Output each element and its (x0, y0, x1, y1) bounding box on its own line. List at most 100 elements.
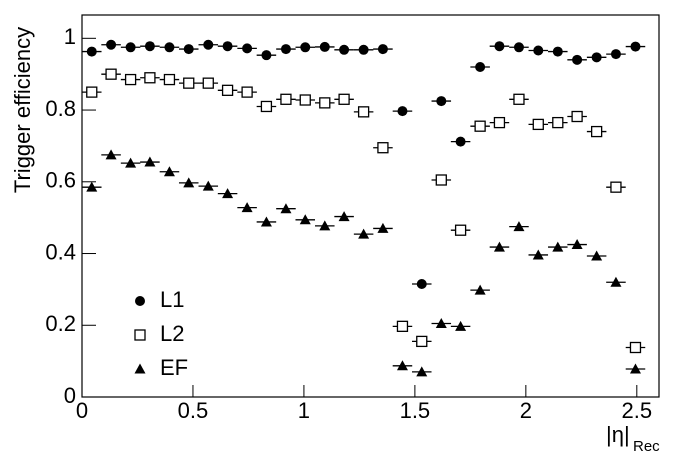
marker (455, 320, 467, 331)
marker (105, 68, 117, 80)
marker (610, 276, 622, 287)
marker (260, 100, 273, 113)
marker (106, 39, 117, 50)
marker (397, 106, 408, 117)
marker (124, 73, 137, 86)
marker (475, 62, 486, 73)
marker (164, 42, 175, 53)
marker (86, 181, 98, 192)
marker (416, 366, 428, 377)
legend-marker (135, 296, 145, 306)
x-tick-label: 0 (76, 398, 88, 423)
marker (435, 317, 447, 328)
marker (474, 120, 486, 132)
y-tick-label: 0.6 (45, 168, 76, 193)
marker (591, 250, 603, 261)
marker (144, 156, 156, 167)
marker (552, 116, 564, 129)
marker (552, 241, 564, 252)
y-tick-label: 0.4 (45, 239, 76, 264)
legend-label: L2 (160, 321, 184, 346)
marker (629, 363, 641, 374)
x-tick-label: 0.5 (178, 398, 209, 423)
marker (377, 44, 388, 55)
marker (299, 94, 311, 106)
marker (513, 42, 524, 53)
marker (300, 42, 311, 53)
marker (144, 41, 155, 52)
marker (183, 177, 195, 188)
marker (86, 86, 98, 98)
marker (493, 241, 505, 252)
y-tick-label: 0.2 (45, 311, 76, 336)
marker (416, 279, 427, 290)
marker (454, 224, 467, 236)
x-tick-label: 2 (520, 398, 532, 423)
marker (357, 106, 370, 118)
marker (86, 46, 97, 57)
x-tick-label: 1 (298, 398, 310, 423)
marker (183, 44, 194, 55)
marker (396, 320, 409, 332)
marker (436, 96, 447, 107)
y-axis-label: Trigger efficiency (10, 27, 35, 193)
marker (493, 116, 506, 129)
legend-marker (134, 329, 146, 341)
marker (435, 174, 447, 186)
marker (474, 284, 486, 295)
marker (338, 211, 350, 222)
marker (630, 41, 641, 52)
marker (396, 360, 408, 371)
marker (319, 220, 331, 231)
marker (571, 239, 583, 250)
marker (299, 214, 311, 225)
marker (241, 202, 253, 213)
marker (610, 181, 622, 193)
marker (552, 46, 563, 57)
marker (319, 41, 330, 52)
plot-frame (81, 14, 660, 398)
marker (338, 93, 350, 105)
marker (280, 44, 291, 55)
marker (532, 249, 544, 260)
marker (572, 54, 583, 65)
marker (629, 341, 642, 354)
marker (242, 43, 253, 54)
marker (222, 41, 233, 52)
marker (571, 110, 583, 123)
legend-label: EF (160, 355, 188, 380)
marker (590, 125, 603, 138)
marker (221, 84, 234, 96)
marker (280, 93, 292, 105)
x-tick-label: 1.5 (400, 398, 431, 423)
marker (339, 44, 350, 55)
y-tick-label: 1 (64, 24, 76, 49)
marker (494, 41, 505, 52)
marker (532, 118, 544, 131)
y-tick-label: 0.8 (45, 96, 76, 121)
marker (125, 157, 137, 168)
marker (319, 97, 331, 109)
marker (261, 50, 272, 61)
x-axis-label: |η| (606, 422, 630, 447)
marker (202, 77, 214, 89)
marker (183, 77, 195, 89)
marker (222, 188, 234, 199)
marker (358, 228, 370, 239)
x-tick-label: 2.5 (622, 398, 653, 423)
marker (163, 73, 176, 86)
marker (280, 203, 292, 214)
marker (513, 221, 525, 232)
marker (416, 335, 428, 348)
marker (533, 45, 544, 56)
y-tick-label: 0 (64, 383, 76, 408)
marker (377, 222, 389, 233)
marker (125, 42, 136, 53)
marker (105, 149, 117, 160)
marker (202, 180, 214, 191)
marker (144, 72, 156, 84)
marker (610, 49, 621, 60)
marker (241, 86, 253, 98)
marker (455, 136, 466, 147)
